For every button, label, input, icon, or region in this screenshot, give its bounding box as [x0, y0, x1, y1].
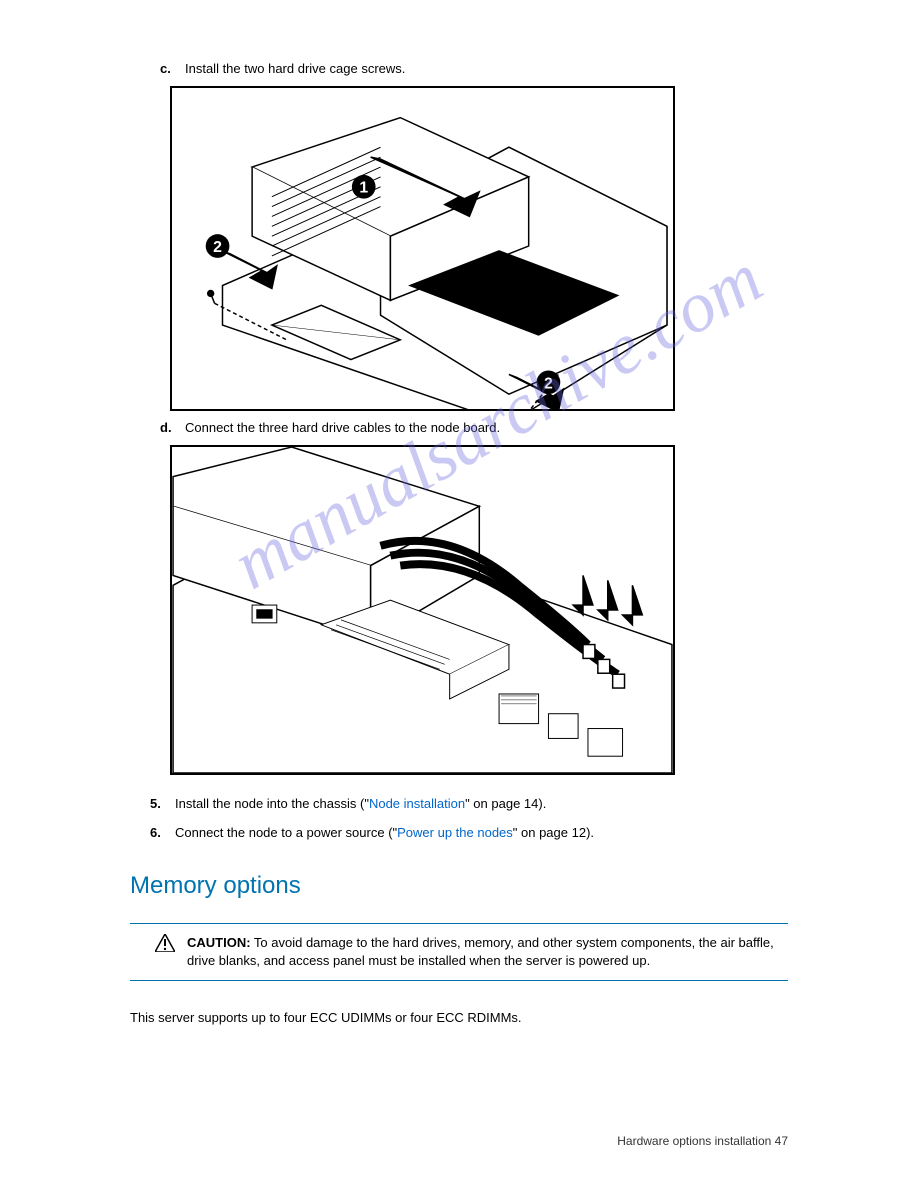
step-text-c: Install the two hard drive cage screws.: [185, 61, 405, 76]
step-c: c.Install the two hard drive cage screws…: [160, 60, 788, 78]
callout-2a-label: 2: [213, 239, 222, 256]
step-6-before: Connect the node to a power source (": [175, 825, 397, 840]
diagram-hdd-cage-install: 1 2 2: [170, 86, 675, 411]
step-5-after: " on page 14).: [465, 796, 546, 811]
diagram-cable-connect: [170, 445, 675, 775]
caution-box: CAUTION: To avoid damage to the hard dri…: [130, 915, 788, 989]
caution-text-container: CAUTION: To avoid damage to the hard dri…: [187, 934, 788, 970]
warning-icon: [155, 934, 175, 952]
step-6-link[interactable]: Power up the nodes: [397, 825, 513, 840]
step-text-d: Connect the three hard drive cables to t…: [185, 420, 500, 435]
step-5-before: Install the node into the chassis (": [175, 796, 369, 811]
step-letter-d: d.: [160, 419, 185, 437]
step-6: 6.Connect the node to a power source ("P…: [150, 824, 788, 842]
step-5-link[interactable]: Node installation: [369, 796, 465, 811]
step-5-number: 5.: [150, 795, 175, 813]
step-letter-c: c.: [160, 60, 185, 78]
caution-label: CAUTION:: [187, 935, 251, 950]
step-d: d.Connect the three hard drive cables to…: [160, 419, 788, 437]
step-5: 5.Install the node into the chassis ("No…: [150, 795, 788, 813]
step-6-after: " on page 12).: [513, 825, 594, 840]
page-footer: Hardware options installation 47: [617, 1134, 788, 1148]
memory-options-heading: Memory options: [130, 872, 788, 900]
caution-body: To avoid damage to the hard drives, memo…: [187, 935, 774, 968]
memory-intro: This server supports up to four ECC UDIM…: [130, 1009, 788, 1027]
callout-1-label: 1: [359, 180, 368, 197]
callout-2b-label: 2: [544, 375, 553, 392]
step-6-number: 6.: [150, 824, 175, 842]
